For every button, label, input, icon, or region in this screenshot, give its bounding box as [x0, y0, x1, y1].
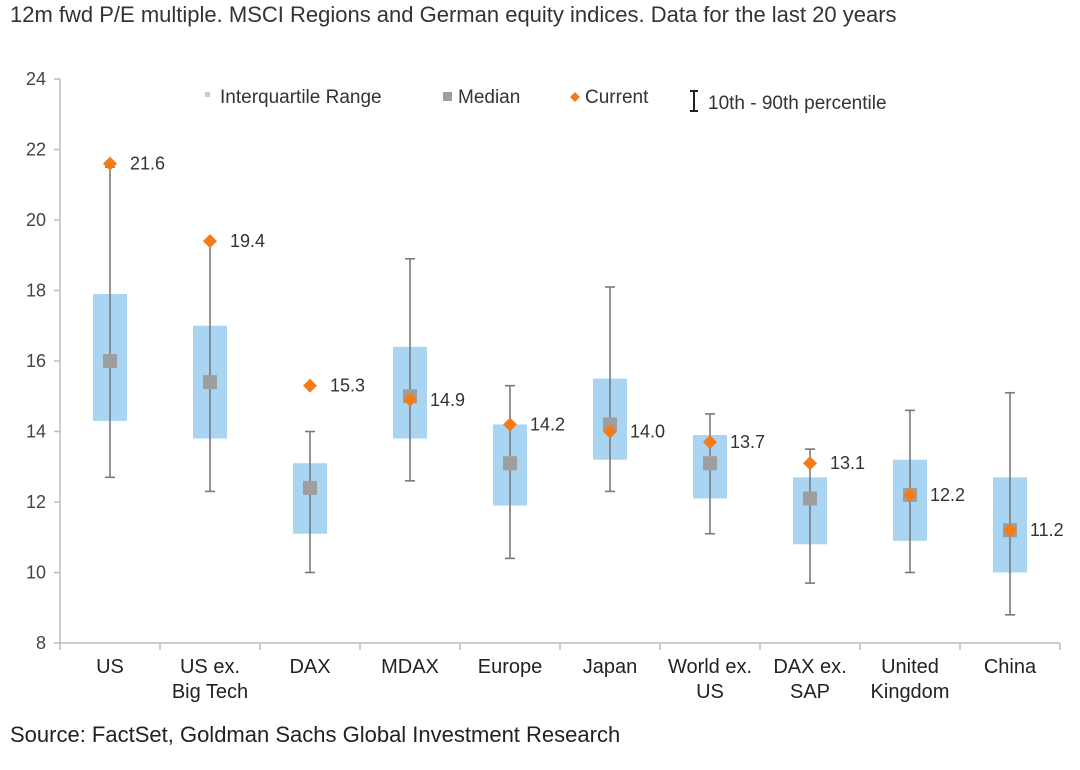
x-category-label: MDAX: [381, 656, 439, 678]
y-tick-label: 24: [26, 69, 46, 89]
current-value-label: 13.7: [730, 432, 765, 452]
x-category-label: China: [984, 656, 1037, 678]
current-marker: [403, 392, 417, 407]
y-tick-label: 22: [26, 140, 46, 160]
current-value-label: 11.2: [1030, 520, 1064, 540]
x-category-label: US: [696, 681, 724, 703]
legend-current-swatch: [570, 92, 580, 102]
median-marker: [603, 417, 617, 432]
median-marker: [103, 354, 117, 368]
legend-iqr-label: Interquartile Range: [220, 87, 382, 108]
source-note: Source: FactSet, Goldman Sachs Global In…: [10, 722, 621, 747]
median-marker: [503, 456, 517, 471]
current-marker: [503, 417, 517, 432]
legend-iqr-swatch: [205, 92, 210, 97]
x-category-label: Big Tech: [172, 681, 248, 703]
current-value-label: 19.4: [230, 231, 265, 251]
legend-current-label: Current: [585, 87, 649, 108]
x-category-label: DAX: [289, 656, 330, 678]
median-marker: [203, 375, 217, 390]
x-category-label: World ex.: [668, 656, 752, 678]
y-tick-label: 10: [26, 563, 46, 583]
x-category-label: SAP: [790, 681, 830, 703]
current-value-label: 12.2: [930, 485, 965, 505]
y-tick-label: 14: [26, 422, 46, 442]
legend-median-swatch: [443, 92, 452, 101]
current-marker: [303, 378, 317, 393]
current-value-label: 21.6: [130, 154, 165, 174]
median-marker: [703, 456, 717, 471]
current-value-label: 14.0: [630, 422, 665, 442]
x-category-label: United: [881, 656, 939, 678]
current-marker: [1003, 523, 1017, 538]
median-marker: [803, 491, 817, 506]
y-tick-label: 20: [26, 210, 46, 230]
current-marker: [703, 435, 717, 450]
x-category-label: DAX ex.: [773, 656, 846, 678]
x-category-label: US ex.: [180, 656, 240, 678]
box-plot-chart: 8 10 12 14 16 18 20 22 24 21.6 US 19.4 US ex. Big Tec…: [26, 69, 1064, 703]
y-tick-label: 16: [26, 351, 46, 371]
x-category-label: Kingdom: [871, 681, 950, 703]
y-tick-label: 18: [26, 281, 46, 301]
median-marker: [303, 480, 317, 495]
current-value-label: 14.2: [530, 414, 565, 434]
x-category-label: US: [96, 656, 124, 678]
current-value-label: 15.3: [330, 376, 365, 396]
x-category-label: Europe: [478, 656, 543, 678]
current-marker: [103, 156, 117, 171]
current-marker: [803, 456, 817, 471]
current-value-label: 14.9: [430, 390, 465, 410]
chart-title: 12m fwd P/E multiple. MSCI Regions and G…: [10, 2, 897, 27]
current-marker: [603, 424, 617, 439]
current-marker: [903, 487, 917, 502]
current-value-label: 13.1: [830, 453, 865, 473]
x-category-label: Japan: [583, 656, 638, 678]
current-marker: [203, 234, 217, 249]
y-tick-label: 12: [26, 492, 46, 512]
y-tick-label: 8: [36, 633, 46, 653]
legend-whisker-label: 10th - 90th percentile: [708, 93, 887, 114]
legend-median-label: Median: [458, 87, 520, 108]
